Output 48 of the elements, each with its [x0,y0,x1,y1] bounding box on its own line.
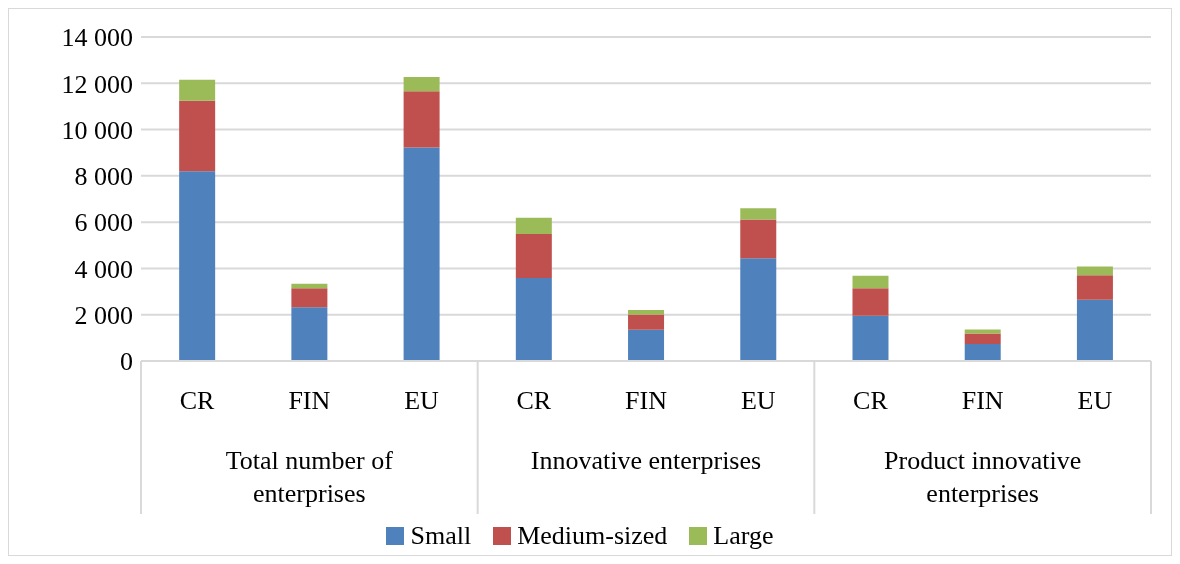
bar [964,333,1001,345]
bar [740,219,777,259]
bar [403,77,440,92]
x-tick-label: FIN [961,386,1004,415]
x-tick-label: CR [853,386,889,415]
text: Product innovative enterprises [884,446,1082,508]
x-tick-label: FIN [288,386,331,415]
bar [964,344,1001,361]
bar [291,307,328,361]
bar [628,329,665,361]
bar [628,314,665,330]
x-tick-label: EU [740,386,776,415]
y-tick-label: 10 000 [61,115,133,145]
y-tick-label: 0 [120,347,133,377]
x-tick-label: FIN [625,386,668,415]
bar [515,217,552,234]
y-tick-label: 2 000 [74,300,133,330]
text: Total number of enterprises [225,446,394,508]
y-tick-label: 4 000 [74,254,133,284]
x-tick-label: CR [516,386,552,415]
y-tick-label: 12 000 [61,69,133,99]
bar [179,171,216,361]
bar [628,310,665,315]
bar [740,258,777,361]
x-tick-label: EU [1077,386,1113,415]
y-tick-label: 14 000 [61,23,133,53]
x-tick-label: CR [179,386,216,415]
x-tick-label: EU [404,386,440,415]
legend-label: Large [713,521,774,551]
bar [852,275,889,289]
bar [515,233,552,278]
bar [179,79,216,101]
bar [179,100,216,172]
bar [403,91,440,148]
legend-label: Small [410,521,472,551]
bar [1076,275,1113,300]
bar [852,288,889,316]
bar [291,288,328,308]
bar [852,315,889,361]
legend-label: Medium-sized [517,521,668,551]
y-tick-label: 6 000 [74,208,133,238]
bar [403,147,440,361]
text: Innovative enterprises [530,446,762,475]
bar [1076,266,1113,276]
bar [1076,299,1113,361]
bar [740,208,777,220]
bar [515,277,552,361]
y-tick-label: 8 000 [74,162,133,192]
